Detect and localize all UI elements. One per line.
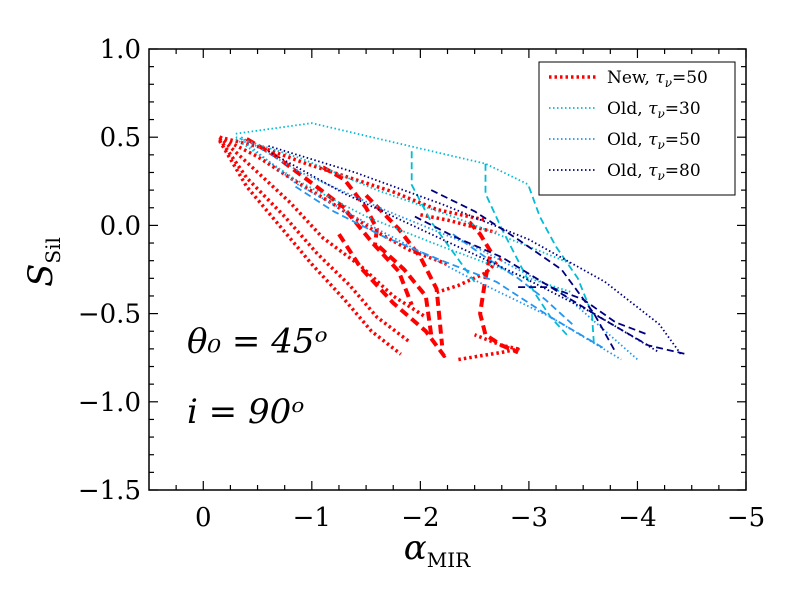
y-tick-label: 0.0 [100, 211, 141, 241]
x-tick-label: −4 [618, 503, 656, 533]
series-4-line-3 [414, 215, 687, 356]
series-1-line-4 [218, 137, 411, 344]
y-tick-label: 1.0 [100, 35, 141, 65]
series-1-line-3 [218, 135, 427, 319]
x-tick-label: −5 [727, 503, 765, 533]
series-1-line-5 [218, 139, 402, 356]
legend: New, τν=50 Old, τν=30 Old, τν=50 Old, τν=80 [538, 61, 736, 196]
series-1-line-8 [345, 210, 414, 306]
series-2-line-1 [235, 122, 530, 186]
series-1-line-9 [377, 245, 434, 336]
series-4-line-1 [268, 145, 682, 355]
series-4-line-4 [430, 189, 617, 353]
series-1-line-10 [364, 194, 445, 346]
series-1-line-15 [420, 213, 497, 235]
x-tick-label: 0 [195, 503, 212, 533]
series-2-line-6 [528, 186, 595, 346]
series-2-line-4 [410, 151, 476, 283]
y-tick-label: −1.0 [78, 388, 141, 418]
plot-lines [218, 122, 687, 362]
y-tick-label: −0.5 [78, 300, 141, 330]
y-tick-label: 0.5 [100, 123, 141, 153]
annotation-1: θ₀ = 45ᵒ [187, 321, 328, 361]
series-3-line-3 [295, 185, 606, 350]
annotation-2: i = 90ᵒ [187, 392, 304, 432]
legend-label-4: Old, τν=80 [607, 161, 701, 183]
series-1-line-14 [436, 255, 504, 295]
x-tick-label: −1 [293, 503, 331, 533]
series-1-line-1 [219, 135, 486, 222]
y-axis-title: SSil [21, 237, 65, 287]
x-tick-label: −2 [401, 503, 439, 533]
series-3-line-4 [452, 233, 573, 325]
series-1-line-6 [245, 137, 346, 210]
series-3-line-1 [240, 136, 639, 361]
series-2-line-2 [235, 136, 573, 266]
y-tick-label: −1.5 [78, 476, 141, 506]
x-tick-label: −3 [510, 503, 548, 533]
series-3-line-2 [240, 138, 622, 361]
legend-label-1: New, τν=50 [607, 68, 708, 90]
legend-label-3: Old, τν=50 [607, 130, 701, 152]
x-axis-title: αMIR [404, 528, 471, 572]
axis-ticks: 0 −1 −2 −3 −4 −5 1.0 0.5 0.0 −0.5 −1.0 −1.5 [78, 35, 765, 533]
series-4-line-5 [518, 286, 649, 336]
series-1-line-13 [458, 333, 520, 362]
series-4-line-2 [267, 150, 660, 354]
series-1-line-11 [337, 233, 449, 358]
series-1-line-7 [321, 165, 379, 247]
legend-box [538, 61, 736, 196]
legend-label-2: Old, τν=30 [607, 99, 701, 121]
series-1-line-12 [467, 220, 519, 355]
